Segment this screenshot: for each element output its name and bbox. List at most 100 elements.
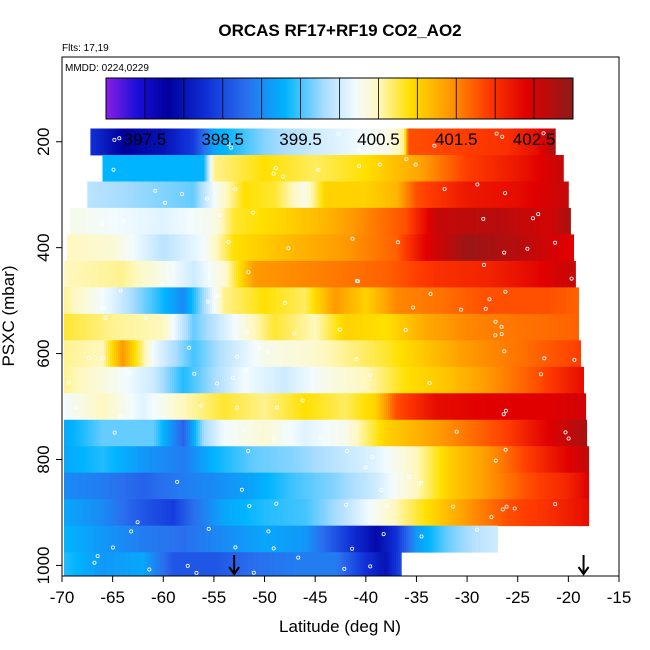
band-cell [180, 525, 183, 553]
band-cell [208, 313, 211, 341]
band-cell [562, 313, 565, 341]
band-cell [260, 260, 263, 288]
band-cell [516, 155, 519, 182]
band-cell [574, 419, 577, 447]
band-cell [380, 260, 383, 288]
band-cell [405, 181, 408, 209]
band-cell [190, 313, 193, 341]
band-cell [502, 260, 505, 288]
band-cell [497, 181, 500, 209]
band-cell [508, 155, 511, 182]
band-cell [210, 499, 213, 527]
x-tick-label: -35 [404, 588, 429, 607]
colorbar-cell [402, 78, 404, 119]
band-cell [130, 260, 133, 288]
band-cell [82, 313, 85, 341]
band-cell [202, 313, 205, 341]
band-cell [399, 234, 402, 262]
colorbar-cell [125, 78, 127, 119]
band-cell [172, 287, 175, 315]
band-cell [522, 446, 525, 474]
band-cell [381, 234, 384, 262]
band-cell [358, 552, 361, 576]
colorbar-cell [273, 78, 275, 119]
colorbar-cell [368, 78, 370, 119]
band-cell [169, 181, 172, 209]
band-cell [194, 128, 197, 156]
band-cell [184, 313, 187, 341]
band-cell [308, 499, 311, 527]
colorbar-cell [498, 78, 500, 119]
band-cell [444, 260, 447, 288]
band-cell [332, 472, 335, 500]
band-cell [193, 181, 196, 209]
band-cell [327, 181, 330, 209]
band-cell [180, 287, 183, 315]
band-cell [316, 419, 319, 447]
band-cell [442, 499, 445, 527]
band-cell [554, 472, 557, 500]
band-cell [310, 260, 313, 288]
band-cell [145, 234, 148, 262]
band-cell [336, 340, 339, 368]
band-cell [265, 181, 268, 209]
band-cell [140, 260, 143, 288]
band-cell [218, 499, 221, 527]
band-cell [264, 287, 267, 315]
y-tick-label: 200 [34, 128, 53, 156]
band-cell [557, 234, 560, 262]
band-cell [88, 472, 91, 500]
band-cell [454, 366, 457, 394]
band-cell [472, 340, 475, 368]
colorbar-cell [441, 78, 443, 119]
band-cell [372, 472, 375, 500]
band-cell [208, 366, 211, 394]
band-cell [378, 472, 381, 500]
band-cell [284, 499, 287, 527]
band-cell [322, 472, 325, 500]
band-cell [449, 181, 452, 209]
band-cell [272, 472, 275, 500]
band-cell [290, 340, 293, 368]
band-cell [388, 207, 391, 235]
band-cell [158, 525, 161, 553]
band-cell [188, 446, 191, 474]
band-cell [344, 128, 347, 156]
colorbar-cell [118, 78, 120, 119]
band-cell [542, 499, 545, 527]
band-cell [378, 366, 381, 394]
colorbar-cell [196, 78, 198, 119]
band-cell [565, 234, 568, 262]
band-cell [380, 499, 383, 527]
band-cell [196, 287, 199, 315]
band-cell [210, 419, 213, 447]
band-cell [177, 234, 180, 262]
band-cell [254, 446, 257, 474]
colorbar-cell [569, 78, 571, 119]
band-cell [356, 499, 359, 527]
band-cell [396, 393, 399, 421]
band-cell [298, 446, 301, 474]
band-cell [362, 128, 365, 156]
sample-marker [239, 487, 244, 492]
band-cell [122, 446, 125, 474]
band-cell [444, 419, 447, 447]
band-cell [480, 340, 483, 368]
band-cell [448, 313, 451, 341]
band-cell [151, 181, 154, 209]
colorbar-cell [202, 78, 204, 119]
band-cell [120, 207, 123, 235]
band-cell [444, 499, 447, 527]
band-cell [222, 446, 225, 474]
colorbar-cell [418, 78, 420, 119]
band-cell [368, 525, 371, 553]
band-cell [414, 260, 417, 288]
band-cell [370, 287, 373, 315]
band-cell [260, 525, 263, 553]
band-cell [331, 234, 334, 262]
band-cell [438, 128, 441, 156]
band-cell [460, 366, 463, 394]
band-cell [462, 419, 465, 447]
band-cell [270, 260, 273, 288]
band-cell [484, 340, 487, 368]
